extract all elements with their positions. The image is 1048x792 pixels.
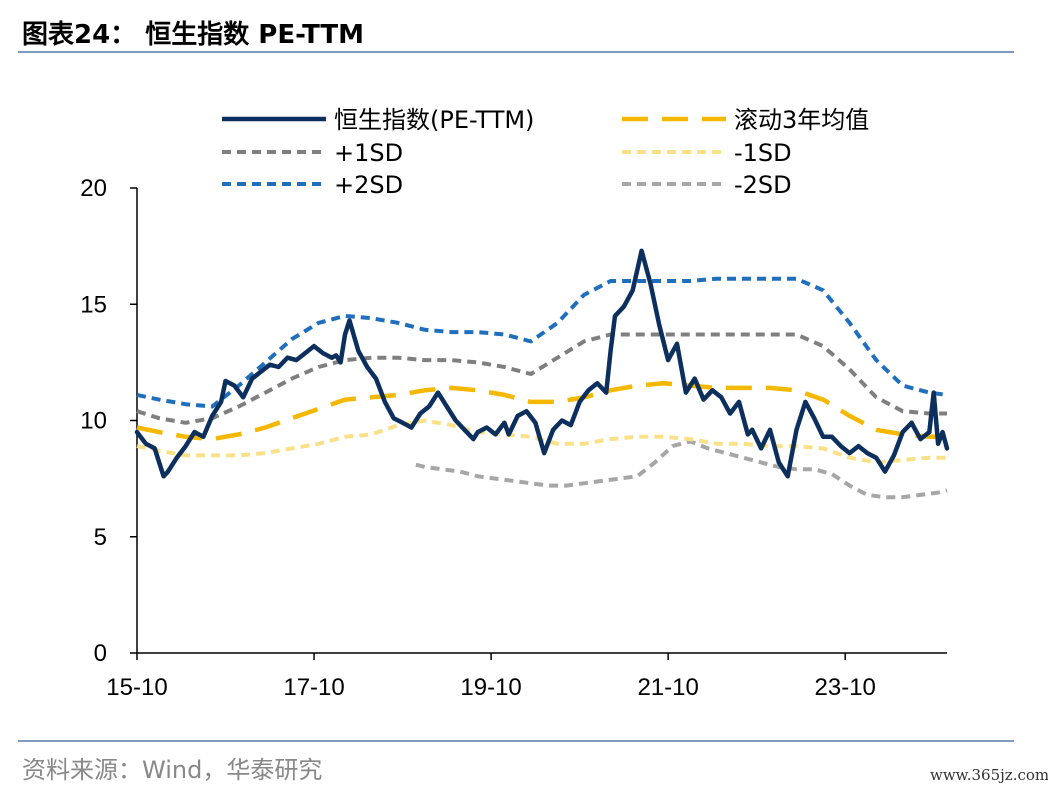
x-tick-label: 17-10 (283, 674, 344, 701)
x-tick-label: 15-10 (106, 674, 167, 701)
legend-label-3: -1SD (734, 139, 792, 167)
series-line-5 (415, 439, 948, 500)
watermark: www.365jz.com (930, 766, 1048, 784)
legend-label-2: +1SD (334, 139, 403, 167)
legend-label-4: +2SD (334, 171, 403, 199)
chart-legend: 恒生指数(PE-TTM) 滚动3年均值 +1SD -1SD +2SD -2SD (222, 106, 869, 199)
bottom-rule (18, 740, 1014, 742)
chart-series (134, 248, 950, 500)
y-tick-label: 20 (80, 175, 107, 202)
y-tick-label: 10 (80, 408, 107, 435)
series-line-0 (134, 248, 950, 479)
series-line-3 (136, 418, 947, 465)
series-line-2 (136, 332, 947, 425)
y-tick-label: 5 (94, 524, 107, 551)
chart-title: 图表24： 恒生指数 PE-TTM (22, 20, 365, 50)
legend-label-0: 恒生指数(PE-TTM) (334, 106, 534, 134)
legend-label-1: 滚动3年均值 (734, 106, 869, 134)
series-line-1 (136, 381, 947, 442)
chart-axes: 0 5 10 15 20 15-10 17-10 19-10 21-10 23-10 (80, 175, 947, 701)
x-tick-label: 21-10 (637, 674, 698, 701)
top-rule (18, 51, 1014, 53)
y-tick-label: 0 (94, 640, 107, 667)
x-tick-label: 19-10 (460, 674, 521, 701)
x-tick-label: 23-10 (815, 674, 876, 701)
source-note: 资料来源：Wind，华泰研究 (22, 756, 323, 784)
legend-label-5: -2SD (734, 171, 792, 199)
series-line-4 (136, 276, 948, 409)
y-tick-label: 15 (80, 291, 107, 318)
